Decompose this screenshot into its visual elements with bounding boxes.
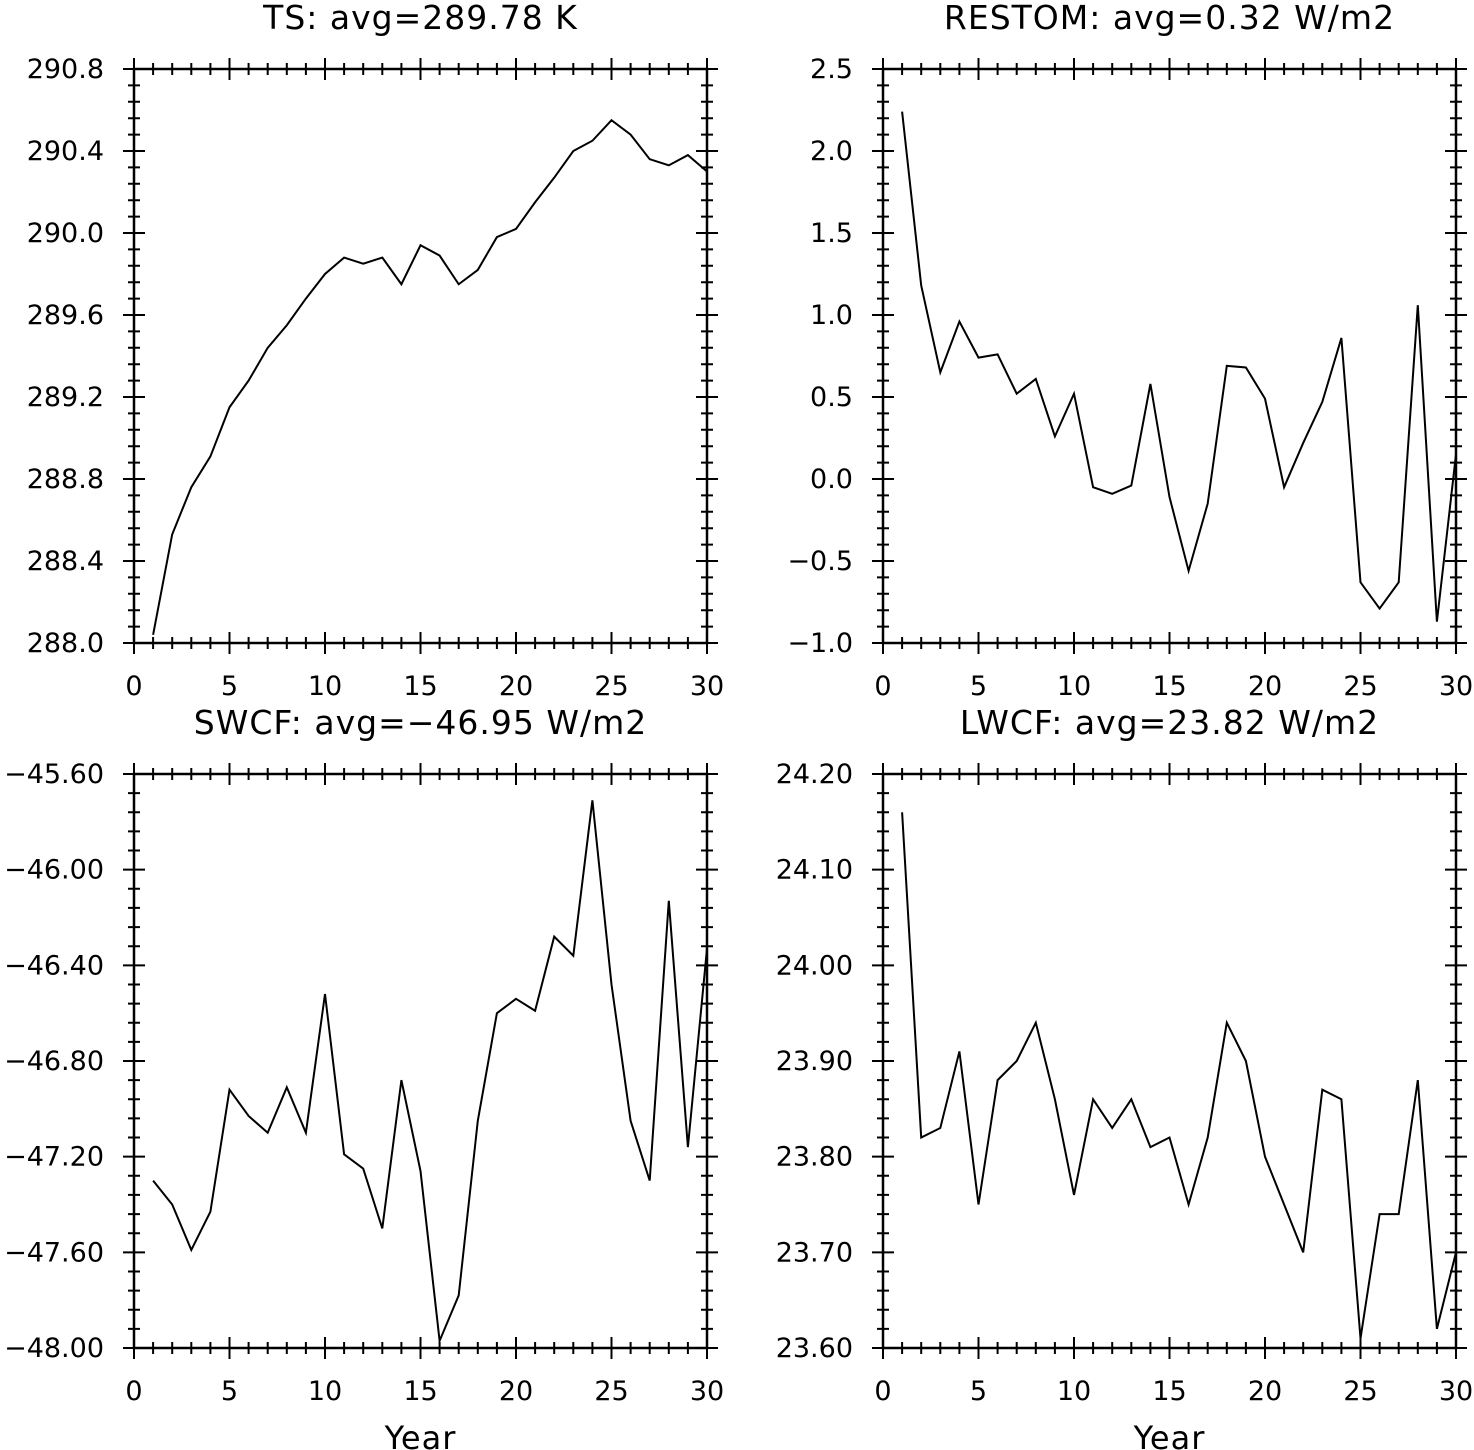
x-tick-label: 20: [1248, 671, 1282, 702]
y-tick-label: 2.0: [810, 136, 853, 167]
y-tick-label: 290.4: [27, 136, 104, 167]
x-tick-label: 10: [1057, 671, 1091, 702]
x-tick-label: 20: [1248, 1376, 1282, 1407]
chart-title: RESTOM: avg=0.32 W/m2: [944, 0, 1395, 37]
y-tick-label: 2.5: [810, 54, 853, 85]
x-tick-label: 30: [690, 671, 724, 702]
panel-ts: TS: avg=289.78 K 0 5 10 15 20 25 30 288.0 288.4 28…: [27, 0, 724, 702]
x-tick-label: 20: [499, 1376, 533, 1407]
y-tick-label: 288.8: [27, 464, 104, 495]
y-tick-label: −46.40: [4, 950, 104, 981]
x-tick-label: 10: [308, 1376, 342, 1407]
x-tick-label: 30: [690, 1376, 724, 1407]
y-tick-label: 0.0: [810, 464, 853, 495]
y-tick-label: 23.90: [776, 1046, 853, 1077]
chart-title: SWCF: avg=−46.95 W/m2: [194, 703, 648, 742]
x-tick-label: 25: [594, 1376, 628, 1407]
x-tick-label: 30: [1439, 1376, 1473, 1407]
series-line: [901, 812, 1457, 1339]
series-line: [152, 118, 708, 635]
chart-title: LWCF: avg=23.82 W/m2: [960, 703, 1379, 742]
x-tick-label: 5: [970, 1376, 987, 1407]
x-tick-label: 0: [874, 671, 891, 702]
x-tick-label: 15: [403, 1376, 437, 1407]
x-tick-label: 15: [1152, 1376, 1186, 1407]
x-tick-label: 5: [221, 1376, 238, 1407]
y-tick-label: 24.00: [776, 950, 853, 981]
panel-lwcf: LWCF: avg=23.82 W/m2 0 5 10 15 20 25 30 23.60 23.…: [776, 703, 1473, 1450]
x-tick-label: 5: [221, 671, 238, 702]
x-tick-label: 25: [1343, 671, 1377, 702]
y-tick-label: 0.5: [810, 382, 853, 413]
x-tick-label: 0: [874, 1376, 891, 1407]
x-axis-label: Year: [384, 1419, 457, 1450]
plot-frame: [132, 67, 709, 645]
y-tick-label: 289.2: [27, 382, 104, 413]
y-tick-label: 290.0: [27, 218, 104, 249]
x-tick-label: 5: [970, 671, 987, 702]
y-tick-label: −46.00: [4, 855, 104, 886]
y-tick-label: −48.00: [4, 1333, 104, 1364]
series-line: [901, 111, 1457, 622]
plot-frame: [881, 67, 1458, 645]
y-tick-label: −1.0: [787, 628, 853, 659]
y-tick-label: 24.20: [776, 759, 853, 790]
y-tick-label: 23.60: [776, 1333, 853, 1364]
x-tick-label: 15: [1152, 671, 1186, 702]
panel-swcf: SWCF: avg=−46.95 W/m2 0 5 10 15 20 25 30 −48.00 −…: [4, 703, 724, 1450]
y-tick-label: 23.80: [776, 1142, 853, 1173]
tick-marks: [872, 763, 1467, 1359]
y-tick-label: −45.60: [4, 759, 104, 790]
y-tick-label: −46.80: [4, 1046, 104, 1077]
y-tick-label: 290.8: [27, 54, 104, 85]
x-tick-label: 10: [1057, 1376, 1091, 1407]
y-tick-label: −47.20: [4, 1142, 104, 1173]
y-tick-label: 288.4: [27, 546, 104, 577]
y-tick-label: 1.0: [810, 300, 853, 331]
y-tick-label: 1.5: [810, 218, 853, 249]
x-tick-label: 25: [1343, 1376, 1377, 1407]
series-line: [152, 800, 708, 1345]
tick-marks: [123, 763, 718, 1359]
x-tick-label: 25: [594, 671, 628, 702]
x-tick-label: 10: [308, 671, 342, 702]
plot-frame: [881, 772, 1458, 1350]
y-tick-label: 288.0: [27, 628, 104, 659]
plot-grid: TS: avg=289.78 K 0 5 10 15 20 25 30 288.0 288.4 28…: [4, 0, 1473, 1450]
y-tick-label: −0.5: [787, 546, 853, 577]
x-tick-label: 20: [499, 671, 533, 702]
plot-frame: [132, 772, 709, 1350]
x-tick-label: 0: [125, 671, 142, 702]
chart-title: TS: avg=289.78 K: [262, 0, 578, 37]
y-tick-label: 289.6: [27, 300, 104, 331]
x-axis-label: Year: [1133, 1419, 1206, 1450]
x-tick-label: 30: [1439, 671, 1473, 702]
x-tick-label: 15: [403, 671, 437, 702]
y-tick-label: −47.60: [4, 1237, 104, 1268]
x-tick-label: 0: [125, 1376, 142, 1407]
panel-restom: RESTOM: avg=0.32 W/m2 0 5 10 15 20 25 30 −1.0 −0.…: [787, 0, 1473, 702]
y-tick-label: 24.10: [776, 855, 853, 886]
y-tick-label: 23.70: [776, 1237, 853, 1268]
